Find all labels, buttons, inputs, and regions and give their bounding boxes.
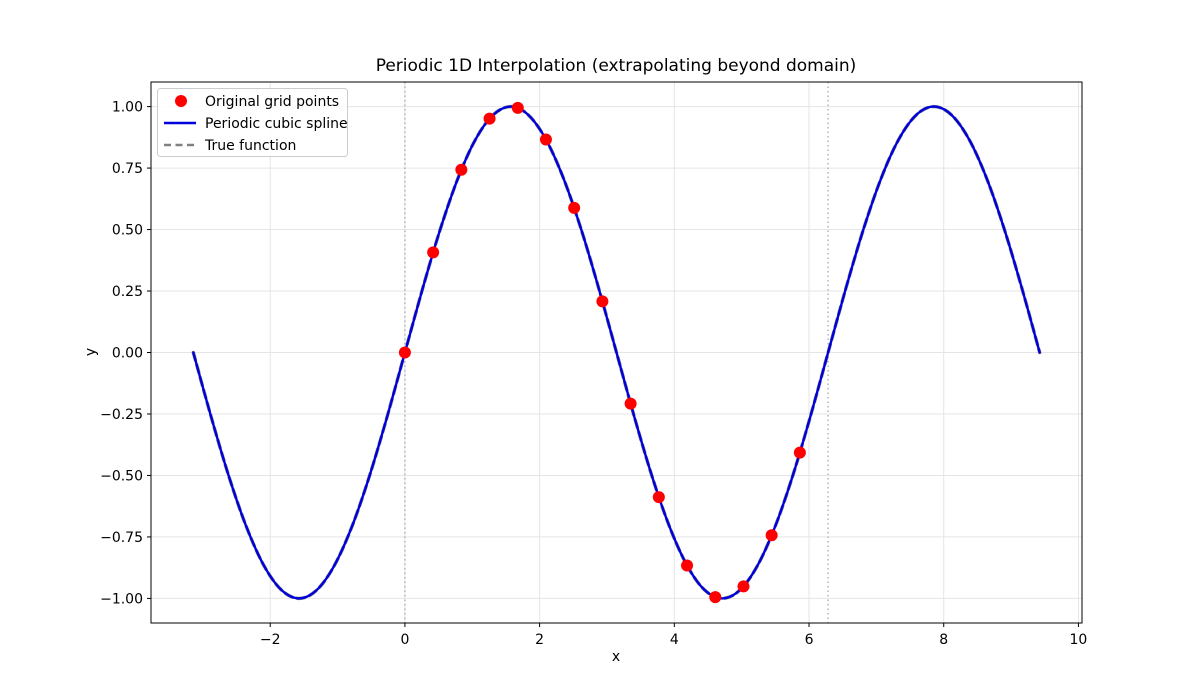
data-point bbox=[652, 491, 665, 504]
chart-title: Periodic 1D Interpolation (extrapolating… bbox=[376, 56, 857, 76]
data-point bbox=[596, 295, 609, 308]
x-axis-label: x bbox=[612, 649, 620, 665]
legend-label: Original grid points bbox=[205, 94, 339, 110]
data-point bbox=[398, 346, 411, 359]
data-point bbox=[681, 559, 694, 572]
y-axis-label: y bbox=[83, 348, 99, 356]
series-layer bbox=[191, 101, 1042, 604]
data-point bbox=[709, 591, 722, 604]
legend-item: Periodic cubic spline bbox=[164, 116, 348, 132]
y-tick-label: −0.75 bbox=[100, 530, 143, 546]
tick-layer: −2 0 2 4 6 8 10 1.00 0.75 0.50 0.25 0.00 −0.25 −0.50 −… bbox=[100, 100, 1087, 648]
data-point bbox=[568, 201, 581, 214]
y-tick-label: 0.25 bbox=[112, 284, 143, 300]
data-point bbox=[793, 446, 806, 459]
y-tick-label: 0.75 bbox=[112, 161, 143, 177]
y-tick-label: −0.25 bbox=[100, 407, 143, 423]
data-point bbox=[624, 397, 637, 410]
data-point bbox=[427, 246, 440, 259]
x-tick-label: 4 bbox=[670, 632, 679, 648]
y-tick-label: −1.00 bbox=[100, 591, 143, 607]
y-tick-label: 1.00 bbox=[112, 100, 143, 116]
data-point bbox=[737, 580, 750, 593]
grid-layer bbox=[151, 82, 1082, 623]
x-tick-label: 6 bbox=[805, 632, 814, 648]
data-point bbox=[765, 529, 778, 542]
series-periodic-cubic-spline-path bbox=[192, 105, 1041, 600]
data-point bbox=[483, 112, 496, 125]
legend-label: True function bbox=[204, 138, 296, 154]
y-tick-label: 0.50 bbox=[112, 223, 143, 239]
legend-label: Periodic cubic spline bbox=[205, 116, 348, 132]
legend-frame bbox=[157, 88, 348, 157]
x-tick-label: 2 bbox=[535, 632, 544, 648]
data-point bbox=[539, 133, 552, 146]
data-point bbox=[511, 101, 524, 114]
data-point bbox=[455, 163, 468, 176]
legend-item: True function bbox=[164, 138, 296, 154]
y-tick-label: 0.00 bbox=[112, 346, 143, 362]
y-tick-label: −0.50 bbox=[100, 468, 143, 484]
x-tick-label: −2 bbox=[260, 632, 281, 648]
x-tick-label: 10 bbox=[1070, 632, 1088, 648]
legend: Original grid points Periodic cubic splin… bbox=[157, 88, 348, 157]
legend-item: Original grid points bbox=[175, 94, 339, 110]
legend-dot-marker bbox=[175, 95, 187, 107]
x-tick-label: 0 bbox=[400, 632, 409, 648]
x-tick-label: 8 bbox=[939, 632, 948, 648]
